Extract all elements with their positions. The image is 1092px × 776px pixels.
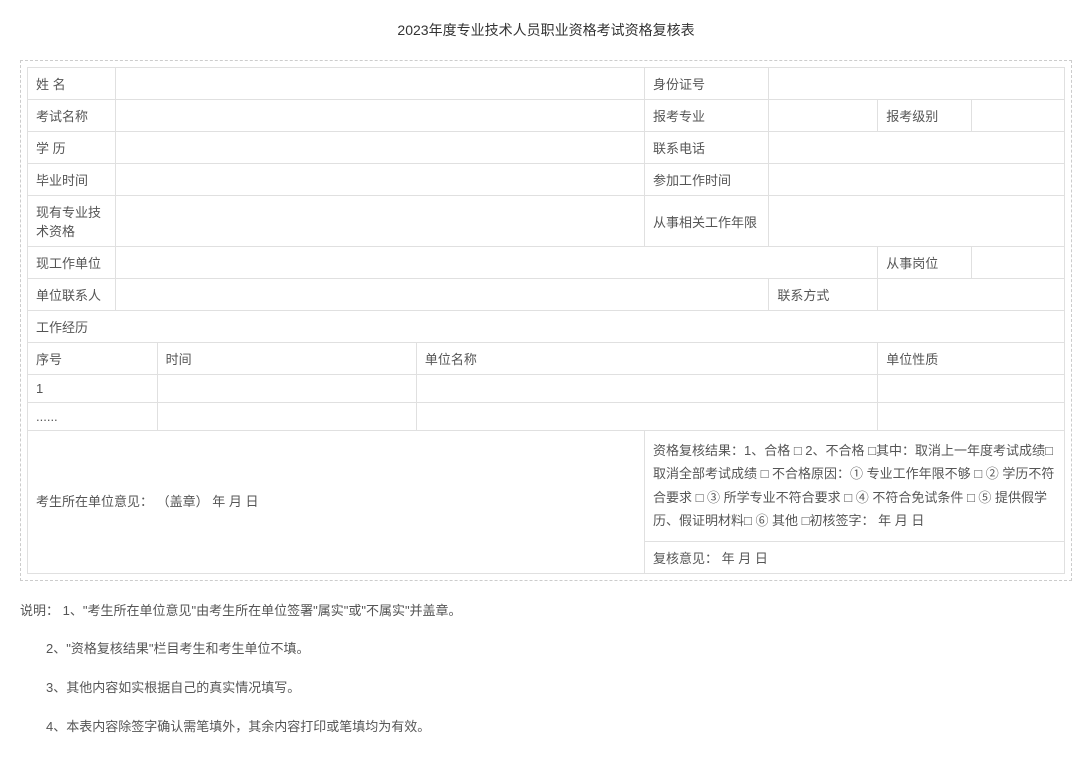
unit-name-more xyxy=(416,403,877,431)
work-start-label: 参加工作时间 xyxy=(644,164,768,196)
review-opinion: 复核意见： 年 月 日 xyxy=(644,541,1064,573)
row-exam: 考试名称 报考专业 报考级别 xyxy=(28,100,1065,132)
name-label: 姓 名 xyxy=(28,68,116,100)
grad-time-value xyxy=(116,164,645,196)
row-education: 学 历 联系电话 xyxy=(28,132,1065,164)
page-title: 2023年度专业技术人员职业资格考试资格复核表 xyxy=(20,20,1072,40)
time-more xyxy=(157,403,416,431)
exam-name-label: 考试名称 xyxy=(28,100,116,132)
work-unit-label: 现工作单位 xyxy=(28,247,116,279)
major-label: 报考专业 xyxy=(644,100,768,132)
seq-more: ...... xyxy=(28,403,158,431)
row-history-more: ...... xyxy=(28,403,1065,431)
row-history-header: 工作经历 xyxy=(28,311,1065,343)
time-label: 时间 xyxy=(157,343,416,375)
id-label: 身份证号 xyxy=(644,68,768,100)
id-value xyxy=(769,68,1065,100)
note-2: 2、"资格复核结果"栏目考生和考生单位不填。 xyxy=(20,639,1072,660)
row-grad: 毕业时间 参加工作时间 xyxy=(28,164,1065,196)
form-container: 姓 名 身份证号 考试名称 报考专业 报考级别 学 历 联系电话 毕业时间 参加… xyxy=(20,60,1072,581)
grad-time-label: 毕业时间 xyxy=(28,164,116,196)
row-workunit: 现工作单位 从事岗位 xyxy=(28,247,1065,279)
work-unit-value xyxy=(116,247,878,279)
notes-intro: 说明： xyxy=(20,603,59,618)
row-unitcontact: 单位联系人 联系方式 xyxy=(28,279,1065,311)
unit-name-label: 单位名称 xyxy=(416,343,877,375)
education-value xyxy=(116,132,645,164)
exam-name-value xyxy=(116,100,645,132)
current-qual-label: 现有专业技术资格 xyxy=(28,196,116,247)
work-start-value xyxy=(769,164,1065,196)
row-name: 姓 名 身份证号 xyxy=(28,68,1065,100)
current-qual-value xyxy=(116,196,645,247)
phone-label: 联系电话 xyxy=(644,132,768,164)
unit-nature-more xyxy=(878,403,1065,431)
related-years-value xyxy=(769,196,1065,247)
unit-nature-1 xyxy=(878,375,1065,403)
unit-contact-label: 单位联系人 xyxy=(28,279,116,311)
unit-nature-label: 单位性质 xyxy=(878,343,1065,375)
name-value xyxy=(116,68,645,100)
major-value xyxy=(769,100,878,132)
note-4: 4、本表内容除签字确认需笔填外，其余内容打印或笔填均为有效。 xyxy=(20,717,1072,738)
time-1 xyxy=(157,375,416,403)
education-label: 学 历 xyxy=(28,132,116,164)
notes-section: 说明： 1、"考生所在单位意见"由考生所在单位签署"属实"或"不属实"并盖章。 … xyxy=(20,601,1072,738)
position-value xyxy=(971,247,1064,279)
position-label: 从事岗位 xyxy=(878,247,971,279)
note-1: 说明： 1、"考生所在单位意见"由考生所在单位签署"属实"或"不属实"并盖章。 xyxy=(20,601,1072,622)
level-value xyxy=(971,100,1064,132)
seq-label: 序号 xyxy=(28,343,158,375)
level-label: 报考级别 xyxy=(878,100,971,132)
row-qual: 现有专业技术资格 从事相关工作年限 xyxy=(28,196,1065,247)
unit-opinion: 考生所在单位意见： （盖章） 年 月 日 xyxy=(28,431,645,574)
unit-name-1 xyxy=(416,375,877,403)
phone-value xyxy=(769,132,1065,164)
row-history-cols: 序号 时间 单位名称 单位性质 xyxy=(28,343,1065,375)
contact-method-label: 联系方式 xyxy=(769,279,878,311)
seq-1: 1 xyxy=(28,375,158,403)
note-1-text: 1、"考生所在单位意见"由考生所在单位签署"属实"或"不属实"并盖章。 xyxy=(63,603,462,618)
unit-contact-value xyxy=(116,279,769,311)
note-3: 3、其他内容如实根据自己的真实情况填写。 xyxy=(20,678,1072,699)
contact-method-value xyxy=(878,279,1065,311)
review-form-table: 姓 名 身份证号 考试名称 报考专业 报考级别 学 历 联系电话 毕业时间 参加… xyxy=(27,67,1065,574)
row-opinion: 考生所在单位意见： （盖章） 年 月 日 资格复核结果：1、合格 □ 2、不合格… xyxy=(28,431,1065,542)
related-years-label: 从事相关工作年限 xyxy=(644,196,768,247)
review-result: 资格复核结果：1、合格 □ 2、不合格 □其中：取消上一年度考试成绩□ 取消全部… xyxy=(644,431,1064,542)
row-history-1: 1 xyxy=(28,375,1065,403)
work-history-label: 工作经历 xyxy=(28,311,1065,343)
